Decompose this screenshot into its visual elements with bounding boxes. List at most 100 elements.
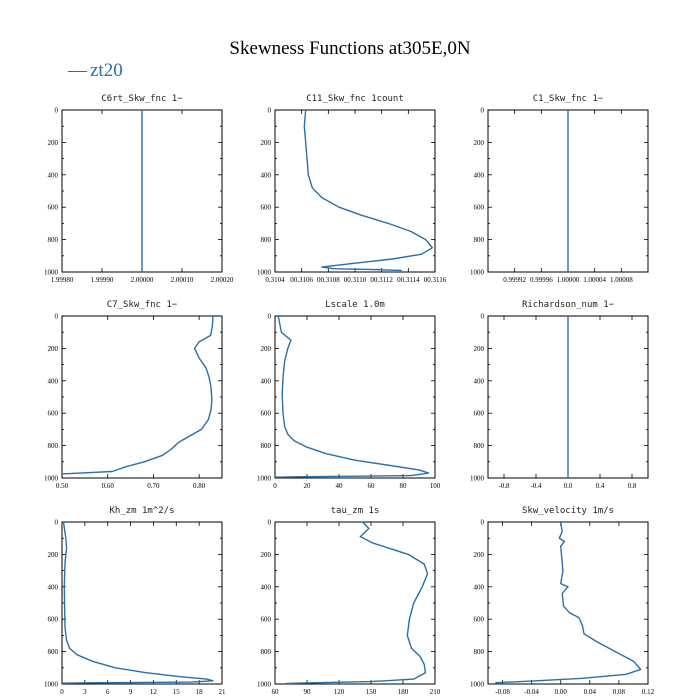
y-tick-label: 800	[261, 442, 272, 450]
y-tick-label: 1000	[470, 681, 485, 689]
x-tick-label: 2.00000	[131, 276, 154, 284]
y-tick-label: 1000	[257, 269, 272, 277]
x-tick-label: 0.0	[564, 482, 573, 490]
series-line-zt20	[303, 109, 433, 272]
x-tick-label: 0.80	[193, 482, 206, 490]
x-tick-label: 2.00010	[171, 276, 194, 284]
x-tick-label: 00.3114	[397, 276, 420, 284]
y-tick-label: 1000	[257, 681, 272, 689]
panel-title: Richardson_num 1−	[522, 300, 615, 310]
y-tick-label: 400	[261, 377, 272, 385]
x-tick-label: 210	[430, 688, 441, 696]
y-tick-label: 800	[474, 236, 485, 244]
plot-frame	[274, 315, 436, 479]
x-tick-label: 00.3108	[317, 276, 340, 284]
y-tick-label: 200	[48, 139, 59, 147]
y-tick-label: 600	[261, 204, 272, 212]
x-tick-label: 0.3104	[265, 276, 285, 284]
y-tick-label: 200	[261, 139, 272, 147]
y-tick-label: 600	[48, 410, 59, 418]
y-tick-label: 400	[474, 171, 485, 179]
y-tick-label: 200	[48, 551, 59, 559]
x-tick-label: -0.04	[524, 688, 539, 696]
y-tick-label: 1000	[44, 269, 59, 277]
y-tick-label: 400	[48, 171, 59, 179]
y-tick-label: 400	[474, 583, 485, 591]
plot-frame	[61, 315, 223, 479]
y-tick-label: 0	[481, 107, 485, 115]
x-tick-label: 0.60	[102, 482, 115, 490]
x-tick-label: 0.04	[584, 688, 597, 696]
y-tick-label: 1000	[257, 475, 272, 483]
y-tick-label: 200	[474, 551, 485, 559]
panel-title: Kh_zm 1m^2/s	[109, 506, 174, 516]
y-tick-label: 200	[261, 345, 272, 353]
panel-title: C11_Skw_fnc 1count	[306, 94, 404, 104]
legend-label: zt20	[90, 60, 123, 81]
panel-title: Skw_velocity 1m/s	[522, 506, 614, 516]
y-tick-label: 800	[261, 648, 272, 656]
y-tick-label: 600	[48, 204, 59, 212]
y-tick-label: 0	[268, 107, 272, 115]
y-tick-label: 1000	[44, 475, 59, 483]
y-tick-label: 400	[261, 171, 272, 179]
x-tick-label: 100	[430, 482, 441, 490]
x-tick-label: 120	[334, 688, 345, 696]
chart-panel-2: C1_Skw_fnc 1− 0 200 400 600 800 1000 0.99992 0.9…	[470, 94, 649, 284]
y-tick-label: 800	[48, 236, 59, 244]
y-tick-label: 0	[481, 313, 485, 321]
x-tick-label: 0.00	[555, 688, 568, 696]
x-tick-label: 12	[150, 688, 158, 696]
x-tick-label: 80	[400, 482, 408, 490]
y-tick-label: 200	[261, 551, 272, 559]
y-tick-label: 800	[48, 648, 59, 656]
x-tick-label: 90	[304, 688, 312, 696]
y-tick-label: 1000	[470, 269, 485, 277]
x-tick-label: 9	[129, 688, 133, 696]
x-tick-label: 0.99996	[530, 276, 553, 284]
y-tick-label: 800	[474, 442, 485, 450]
y-tick-label: 600	[48, 616, 59, 624]
x-tick-label: 00.3110	[344, 276, 367, 284]
y-tick-label: 800	[48, 442, 59, 450]
chart-panel-1: C11_Skw_fnc 1count 0 200 400 600 800 10000.310…	[257, 94, 447, 284]
x-tick-label: 00.3106	[290, 276, 313, 284]
series-line-zt20	[61, 521, 214, 684]
y-tick-label: 600	[474, 616, 485, 624]
x-tick-label: 60	[272, 688, 280, 696]
y-tick-label: 600	[261, 616, 272, 624]
x-tick-label: 0.4	[596, 482, 605, 490]
x-tick-label: 0	[60, 688, 64, 696]
x-tick-label: 60	[368, 482, 376, 490]
panel-title: C1_Skw_fnc 1−	[533, 94, 604, 104]
panel-title: Lscale 1.0m	[325, 300, 385, 310]
x-tick-label: 1.00004	[583, 276, 606, 284]
y-tick-label: 200	[474, 139, 485, 147]
x-tick-label: 1.00000	[557, 276, 580, 284]
x-tick-label: 20	[304, 482, 312, 490]
y-tick-label: 200	[474, 345, 485, 353]
y-tick-label: 600	[261, 410, 272, 418]
x-tick-label: 40	[336, 482, 344, 490]
y-tick-label: 600	[474, 410, 485, 418]
y-tick-label: 400	[474, 377, 485, 385]
panel-title: C7_Skw_fnc 1−	[107, 300, 178, 310]
y-tick-label: 0	[268, 519, 272, 527]
y-tick-label: 600	[474, 204, 485, 212]
x-tick-label: 1.99990	[91, 276, 114, 284]
plot-frame	[274, 109, 436, 273]
legend: — zt20	[67, 60, 123, 81]
x-tick-label: 1.00008	[610, 276, 633, 284]
x-tick-label: 18	[196, 688, 204, 696]
y-tick-label: 0	[55, 107, 59, 115]
plot-frame	[274, 521, 436, 685]
legend-symbol: —	[67, 60, 88, 81]
x-tick-label: 00.3116	[424, 276, 447, 284]
chart-panel-8: Skw_velocity 1m/s 0 200 400 600 800 1000 -0.08 -…	[470, 506, 655, 696]
x-tick-label: 00.3112	[370, 276, 393, 284]
y-tick-label: 1000	[44, 681, 59, 689]
